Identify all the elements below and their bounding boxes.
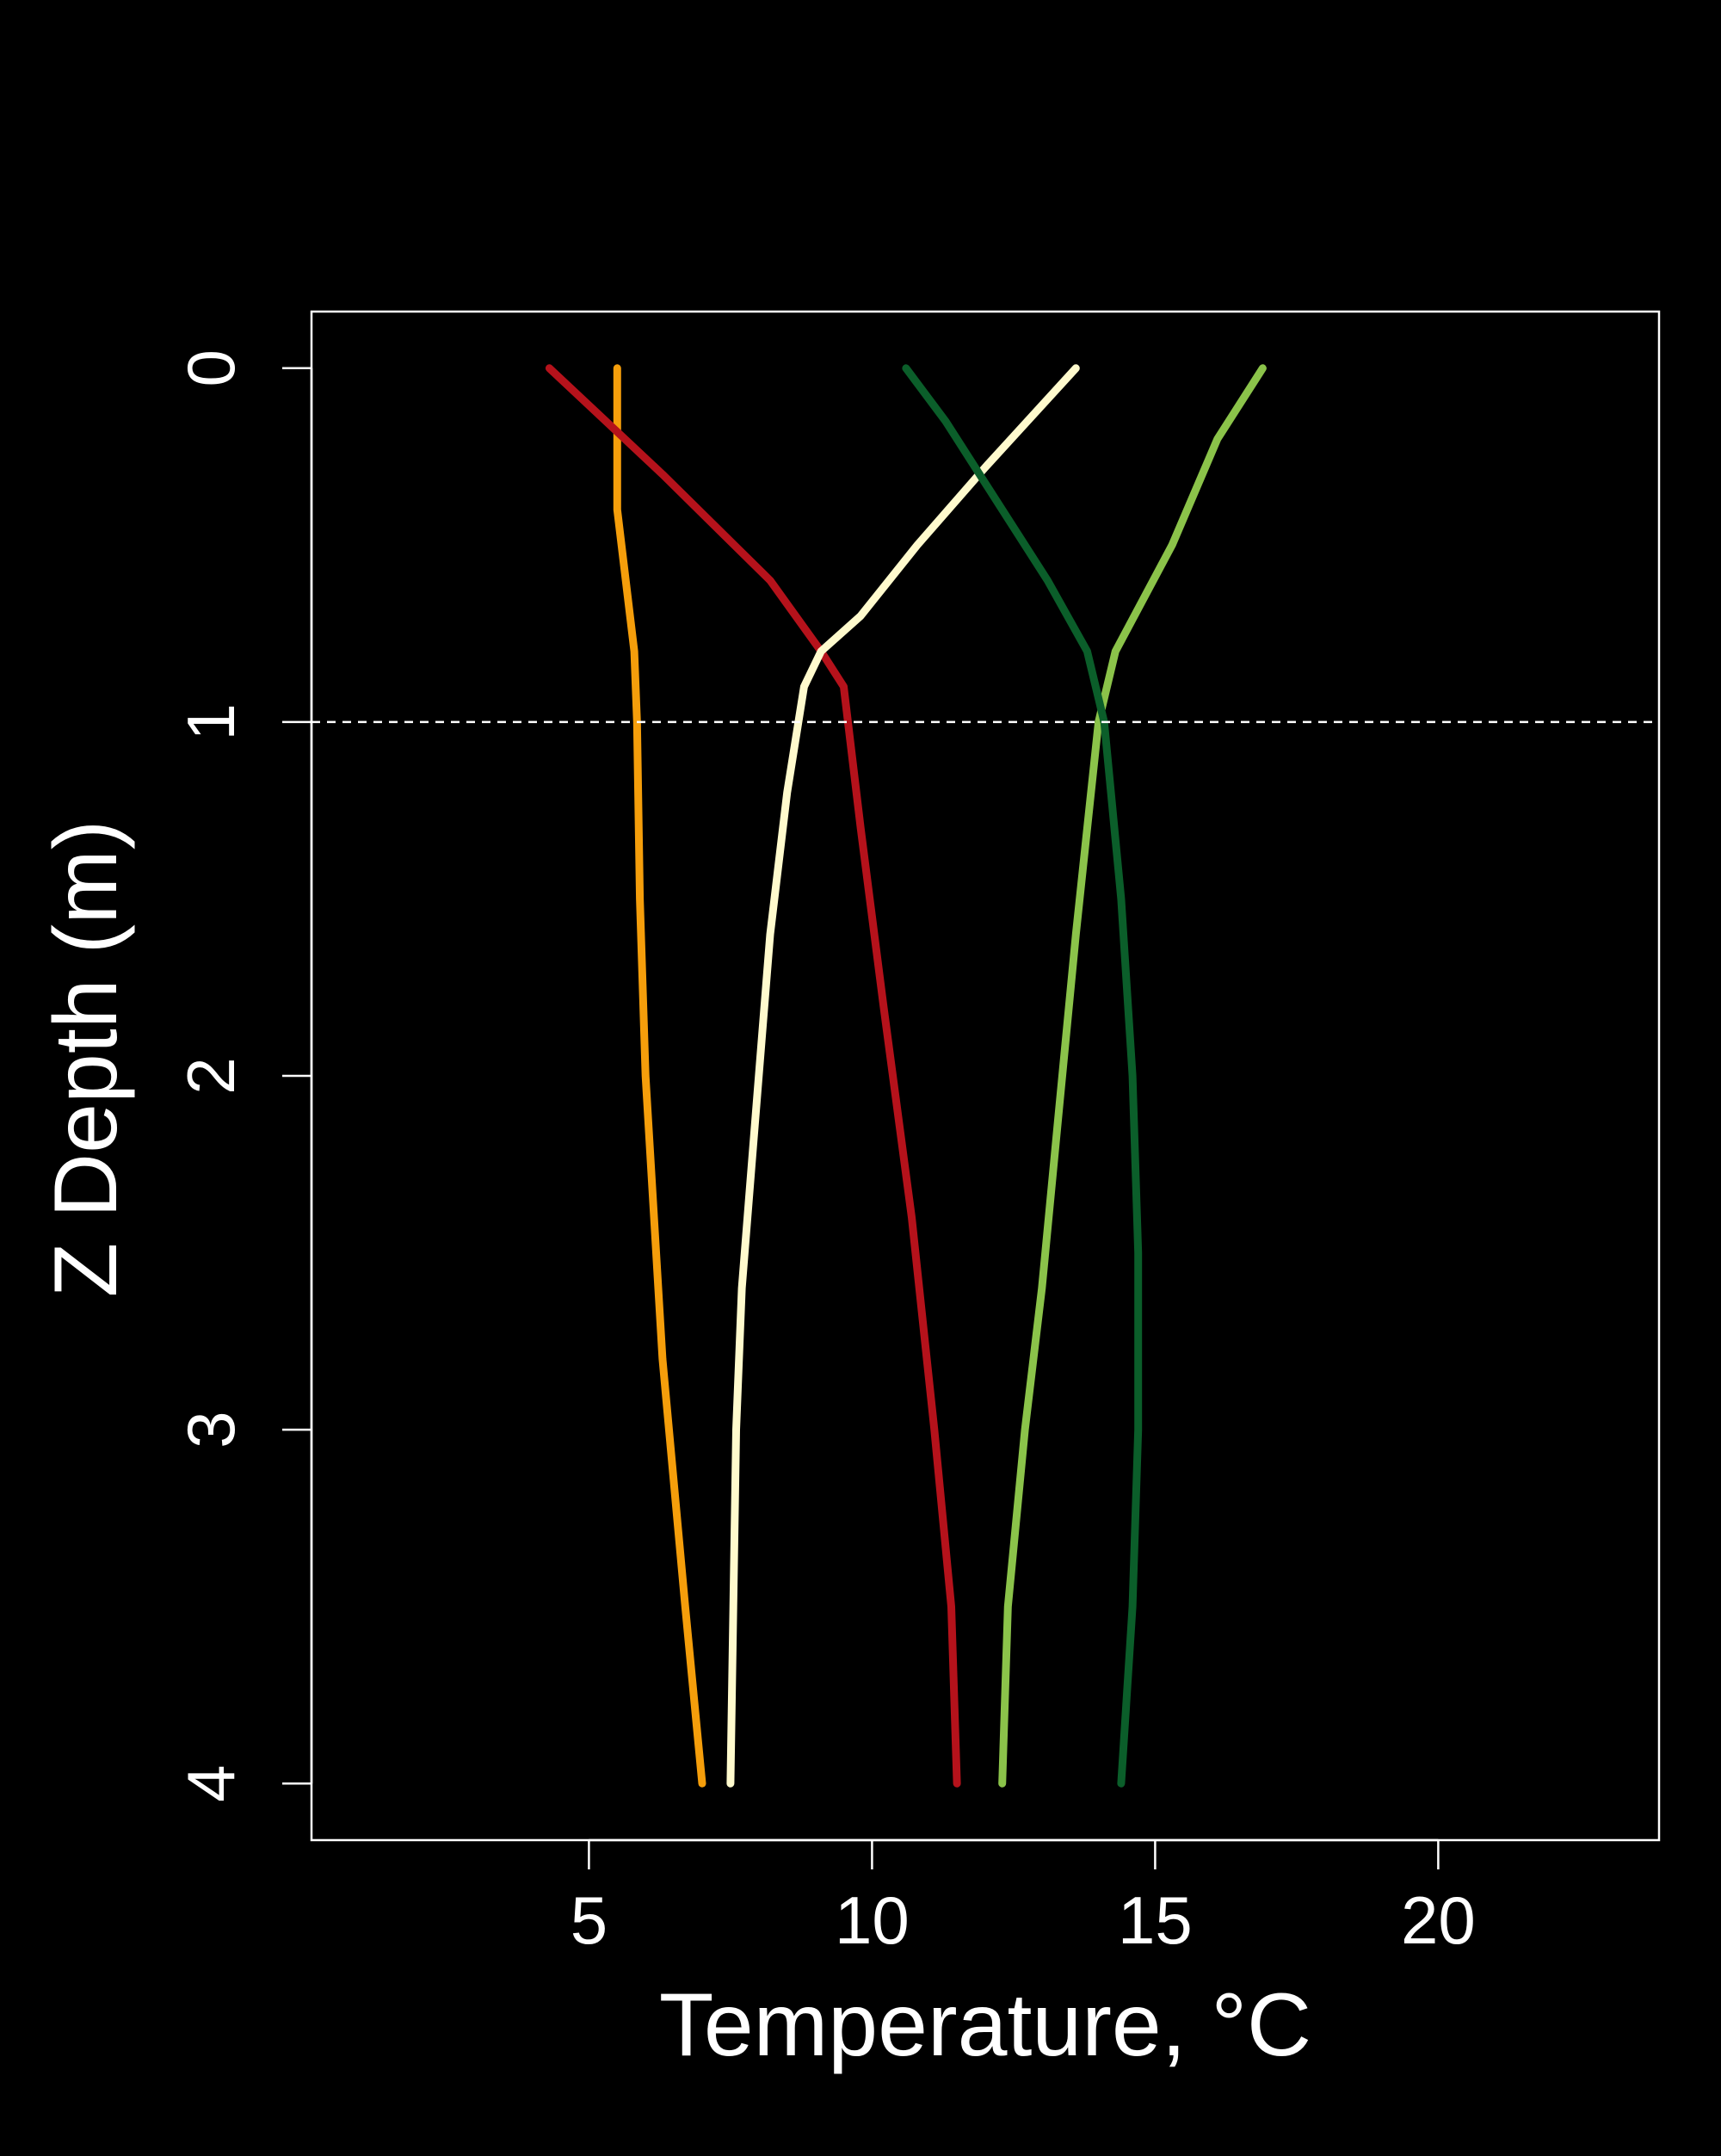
plot-frame (310, 310, 1661, 1842)
y-axis-label: Z Depth (m) (36, 820, 136, 1298)
y-tick-label: 4 (173, 1765, 249, 1802)
x-axis-label: Temperature, °C (659, 1975, 1311, 2075)
x-tick-label: 5 (571, 1882, 608, 1958)
x-axis: 5 10 15 20 (571, 1838, 1476, 1958)
y-tick-label: 3 (173, 1411, 249, 1448)
x-tick-label: 15 (1118, 1882, 1193, 1958)
series-line-1 (613, 364, 706, 1788)
plot-lines (545, 364, 1267, 1788)
y-tick-label: 0 (173, 349, 249, 386)
y-axis: 0 1 2 3 4 (173, 349, 313, 1802)
y-tick-label: 2 (173, 1057, 249, 1094)
series-line-4 (998, 364, 1267, 1788)
x-tick-label: 20 (1401, 1882, 1476, 1958)
y-tick-label: 1 (173, 703, 249, 740)
series-line-3 (726, 364, 1080, 1788)
series-line-5 (902, 364, 1143, 1788)
x-tick-label: 10 (835, 1882, 910, 1958)
series-line-2 (545, 364, 961, 1788)
